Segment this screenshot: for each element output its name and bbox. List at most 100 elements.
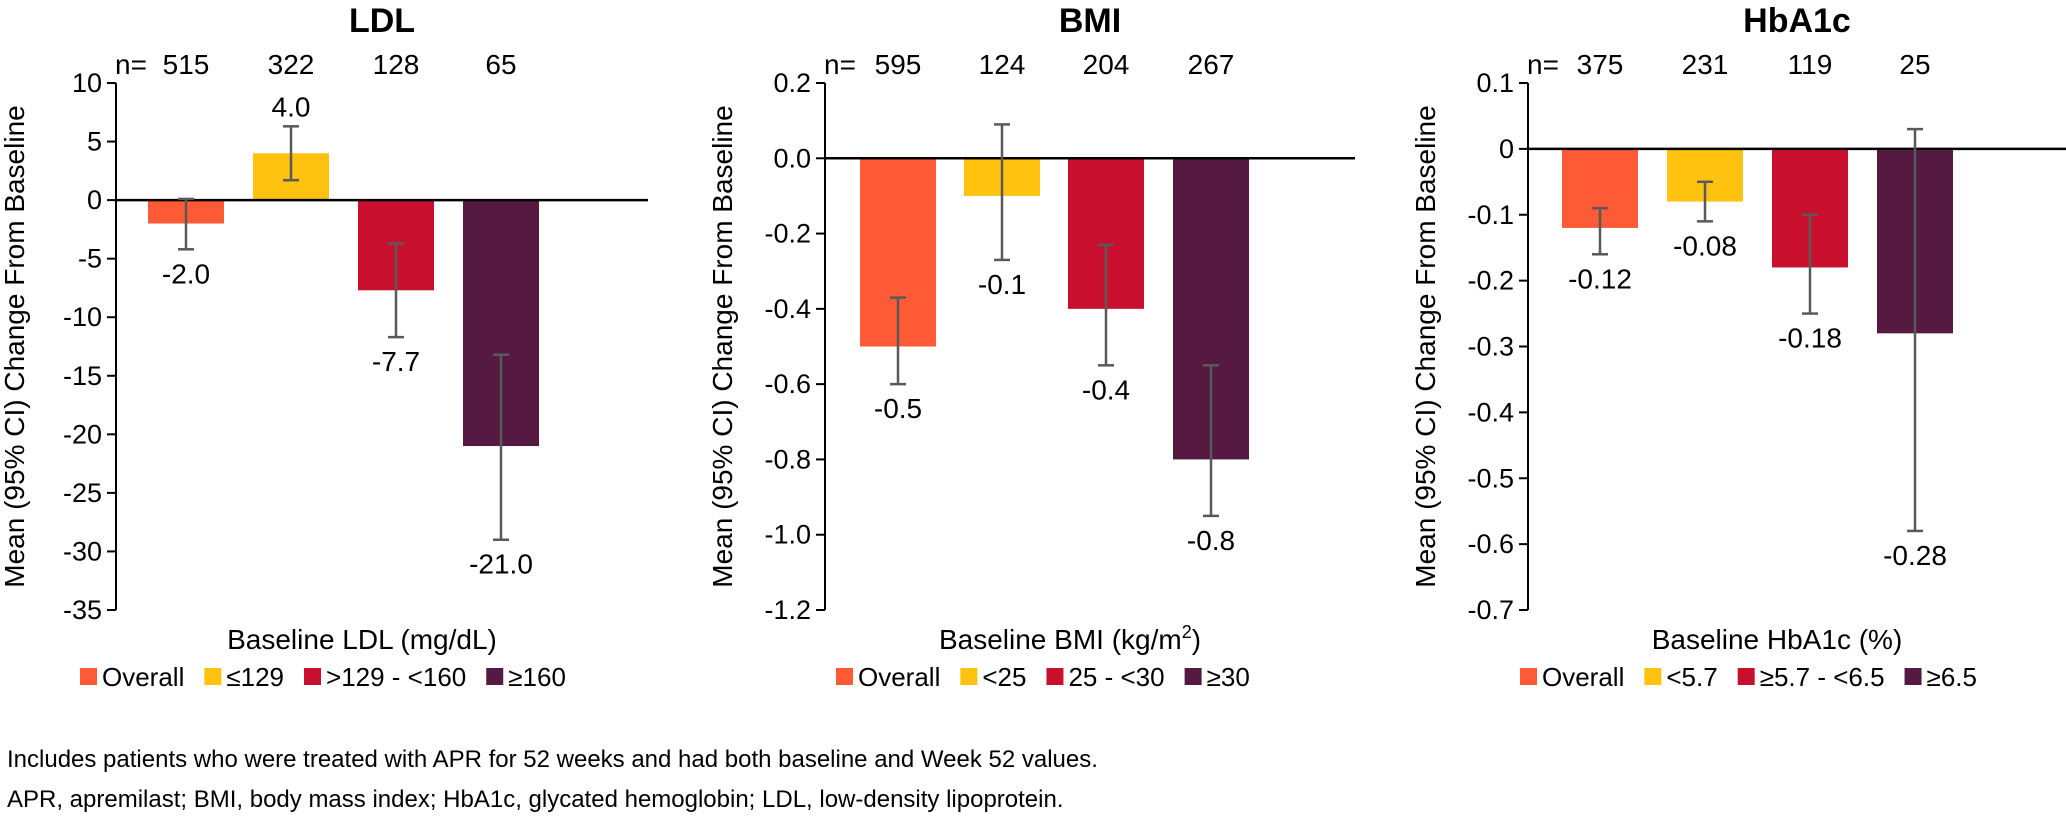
legend-swatch-high (1184, 668, 1202, 685)
y-tick-label: -15 (63, 361, 102, 391)
n-count: 231 (1682, 49, 1729, 80)
error-bar (1203, 364, 1219, 518)
legend-swatch-mid (1046, 668, 1064, 685)
legend-label: ≤129 (226, 662, 284, 692)
y-axis-label: Mean (95% CI) Change From Baseline (1410, 105, 1441, 587)
legend-swatch-low (1644, 668, 1662, 685)
y-tick-label: -0.4 (764, 294, 811, 324)
value-label: -0.12 (1568, 263, 1632, 294)
error-bar (890, 296, 906, 386)
chart-title: HbA1c (1743, 2, 1851, 40)
y-tick-label: -1.2 (764, 595, 811, 625)
n-count: 128 (373, 49, 420, 80)
y-tick-label: -10 (63, 302, 102, 332)
y-tick-label: 0.2 (773, 68, 811, 98)
error-bar (1592, 206, 1608, 256)
y-tick-label: -25 (63, 478, 102, 508)
y-tick-label: 0 (1499, 134, 1514, 164)
legend-swatch-high (486, 668, 504, 685)
n-count: 267 (1188, 49, 1235, 80)
y-tick-label: -0.6 (764, 369, 811, 399)
value-label: -21.0 (469, 549, 533, 580)
legend-label: Overall (102, 662, 184, 692)
error-bar (1802, 213, 1818, 315)
value-label: -0.28 (1883, 540, 1947, 571)
x-axis-label: Baseline LDL (mg/dL) (227, 624, 497, 655)
error-bar (388, 242, 404, 339)
value-label: -0.4 (1082, 374, 1130, 405)
y-tick-label: -35 (63, 595, 102, 625)
chart-panel-0: LDL n= 515 322 128 65 10 5 0 -5 -10 -15 -20 -25 -30 -35… (0, 2, 648, 692)
y-tick-label: -5 (78, 244, 102, 274)
value-label: -2.0 (162, 258, 210, 289)
value-label: -0.5 (874, 393, 922, 424)
y-tick-label: 5 (87, 127, 102, 157)
y-tick-label: -0.8 (764, 444, 811, 474)
value-label: -0.1 (978, 269, 1026, 300)
y-tick-label: -0.7 (1467, 595, 1514, 625)
legend-swatch-overall (80, 668, 97, 685)
chart-title: BMI (1059, 2, 1121, 40)
n-count: 322 (268, 49, 315, 80)
legend-label: >129 - <160 (326, 662, 466, 692)
legend-swatch-low (960, 668, 978, 685)
legend-label: ≥5.7 - <6.5 (1760, 662, 1885, 692)
legend-label: ≥160 (508, 662, 566, 692)
y-tick-label: 0 (87, 185, 102, 215)
legend: Overall <5.7 ≥5.7 - <6.5 ≥6.5 (1520, 662, 1977, 692)
n-count: 204 (1083, 49, 1130, 80)
legend-swatch-overall (836, 668, 853, 685)
error-bar (994, 123, 1010, 262)
n-count: 119 (1788, 49, 1833, 80)
n-count: 25 (1899, 49, 1930, 80)
error-bar (493, 353, 509, 541)
y-tick-label: 0.1 (1476, 68, 1514, 98)
y-tick-label: -0.3 (1467, 332, 1514, 362)
error-bar (283, 125, 299, 182)
y-tick-label: 10 (72, 68, 102, 98)
legend-label: ≥30 (1207, 662, 1250, 692)
legend-label: ≥6.5 (1927, 662, 1977, 692)
chart-panel-2: HbA1c n= 375 231 119 25 0.1 0 -0.1 -0.2 -0.3 -0.4 -0… (1410, 2, 2066, 692)
y-tick-label: -1.0 (764, 520, 811, 550)
n-label: n= (115, 49, 147, 80)
legend-label: Overall (1542, 662, 1624, 692)
y-tick-label: -0.5 (1467, 463, 1514, 493)
n-count: 65 (485, 49, 516, 80)
legend: Overall <25 25 - <30 ≥30 (836, 662, 1250, 692)
y-axis-label: Mean (95% CI) Change From Baseline (707, 105, 738, 587)
n-label: n= (824, 49, 856, 80)
chart-title: LDL (349, 2, 415, 40)
n-count: 595 (875, 49, 922, 80)
y-tick-label: -0.4 (1467, 397, 1514, 427)
y-tick-label: -0.6 (1467, 529, 1514, 559)
value-label: -0.08 (1673, 230, 1737, 261)
legend-swatch-mid (304, 668, 322, 685)
value-label: -0.18 (1778, 323, 1842, 354)
error-bar (178, 197, 194, 251)
legend-label: <25 (982, 662, 1026, 692)
y-tick-label: 0.0 (773, 143, 811, 173)
footnote-abbreviations: APR, apremilast; BMI, body mass index; H… (7, 786, 1064, 813)
legend-label: <5.7 (1666, 662, 1717, 692)
x-axis-label: Baseline BMI (kg/m2) (939, 622, 1201, 655)
legend-swatch-overall (1520, 668, 1537, 685)
legend: Overall ≤129 >129 - <160 ≥160 (80, 662, 566, 692)
x-axis-label-superscript: 2 (1182, 622, 1192, 642)
y-tick-label: -0.1 (1467, 200, 1514, 230)
n-label: n= (1527, 49, 1559, 80)
y-tick-label: -20 (63, 419, 102, 449)
value-label: -7.7 (372, 346, 420, 377)
value-label: 4.0 (272, 91, 311, 122)
n-count: 124 (979, 49, 1026, 80)
y-axis-label: Mean (95% CI) Change From Baseline (0, 105, 30, 587)
n-count: 515 (163, 49, 210, 80)
n-count: 375 (1577, 49, 1624, 80)
chart-panel-1: BMI n= 595 124 204 267 0.2 0.0 -0.2 -0.4 -0.6 -0.8 -… (707, 2, 1355, 692)
value-label: -0.8 (1187, 525, 1235, 556)
error-bar (1907, 127, 1923, 533)
legend-label: Overall (858, 662, 940, 692)
y-tick-label: -0.2 (764, 219, 811, 249)
x-axis-label-suffix: ) (1192, 624, 1201, 655)
